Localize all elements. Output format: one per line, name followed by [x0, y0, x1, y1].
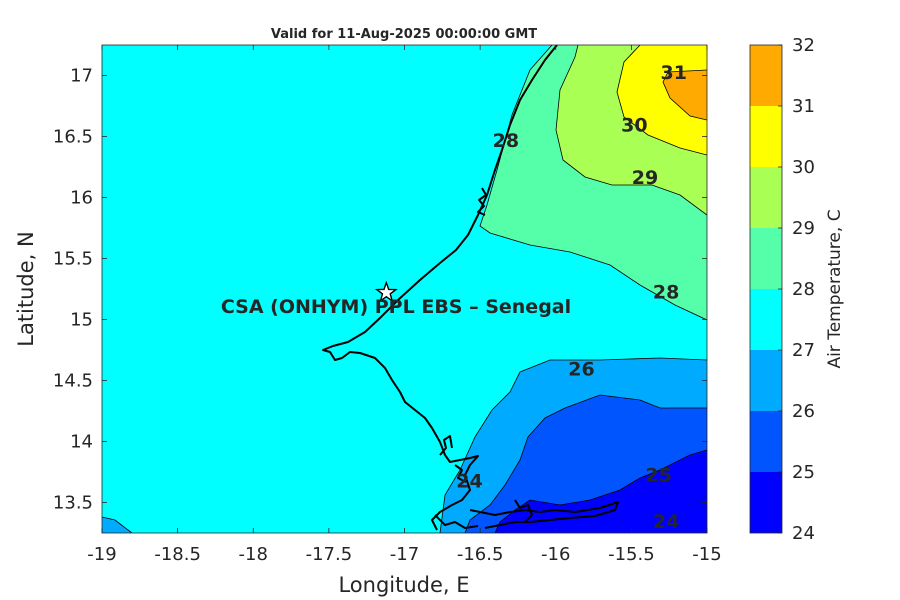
band-31-32 — [663, 70, 707, 120]
x-tick-label: -17 — [390, 544, 419, 565]
band-26-27-corner — [102, 517, 132, 533]
colorbar-tick-label: 27 — [792, 340, 815, 361]
y-tick-label: 14.5 — [53, 371, 93, 392]
colorbar-swatch — [750, 167, 782, 228]
y-tick-label: 13.5 — [53, 493, 93, 514]
contour-label: 29 — [632, 167, 658, 189]
colorbar-swatch — [750, 45, 782, 106]
y-tick-label: 17 — [70, 66, 93, 87]
site-marker — [374, 280, 398, 303]
x-tick-label: -16.5 — [457, 544, 504, 565]
x-tick-label: -15 — [692, 544, 721, 565]
colorbar-tick-label: 31 — [792, 96, 815, 117]
x-axis-ticks: -19 -18.5 -18 -17.5 -17 -16.5 -16 -15.5 -15 — [87, 45, 722, 565]
colorbar: 24 25 26 27 28 29 30 31 32 — [749, 35, 815, 544]
colorbar-tick-label: 32 — [792, 35, 815, 56]
colorbar-swatch — [750, 106, 782, 167]
x-axis-label: Longitude, E — [338, 573, 469, 597]
colorbar-label: Air Temperature, C — [825, 209, 845, 368]
coastline — [322, 45, 619, 531]
y-tick-label: 16.5 — [53, 127, 93, 148]
map-title: Valid for 11-Aug-2025 00:00:00 GMT — [271, 27, 537, 42]
contour-label: 24 — [653, 511, 679, 533]
contour-label: 26 — [568, 358, 594, 380]
contour-label: 30 — [621, 114, 647, 136]
colorbar-tick-label: 26 — [792, 401, 815, 422]
colorbar-swatch — [750, 289, 782, 350]
band-24-25 — [495, 450, 707, 533]
contour-lines — [102, 45, 707, 533]
colorbar-tick-label: 29 — [792, 218, 815, 239]
temperature-field — [102, 45, 707, 533]
y-tick-label: 14 — [70, 432, 93, 453]
x-tick-label: -17.5 — [306, 544, 353, 565]
y-axis-ticks: 13.5 14 14.5 15 15.5 16 16.5 17 — [53, 66, 707, 514]
x-tick-label: -18.5 — [154, 544, 201, 565]
colorbar-tick-label: 28 — [792, 279, 815, 300]
star-icon — [374, 280, 398, 303]
contour-label: 31 — [660, 62, 686, 84]
contour-label: 24 — [456, 471, 482, 493]
colorbar-swatch — [750, 472, 782, 533]
x-tick-label: -19 — [87, 544, 116, 565]
y-axis-label: Latitude, N — [14, 231, 38, 347]
contour-label: 28 — [493, 130, 519, 152]
x-tick-label: -18 — [239, 544, 268, 565]
y-tick-label: 15.5 — [53, 249, 93, 270]
x-tick-label: -15.5 — [608, 544, 655, 565]
colorbar-tick-label: 30 — [792, 157, 815, 178]
y-tick-label: 16 — [70, 188, 93, 209]
contour-label: 25 — [645, 464, 671, 486]
y-tick-label: 15 — [70, 310, 93, 331]
contour-labels: 28 28 29 30 31 26 25 24 24 — [456, 62, 687, 533]
contour-label: 28 — [653, 281, 679, 303]
colorbar-swatch — [750, 228, 782, 289]
colorbar-tick-label: 25 — [792, 462, 815, 483]
colorbar-swatch — [750, 411, 782, 472]
x-tick-label: -16 — [541, 544, 570, 565]
colorbar-swatch — [750, 350, 782, 411]
site-label: CSA (ONHYM) PPL EBS – Senegal — [221, 296, 571, 318]
colorbar-tick-label: 24 — [792, 523, 815, 544]
